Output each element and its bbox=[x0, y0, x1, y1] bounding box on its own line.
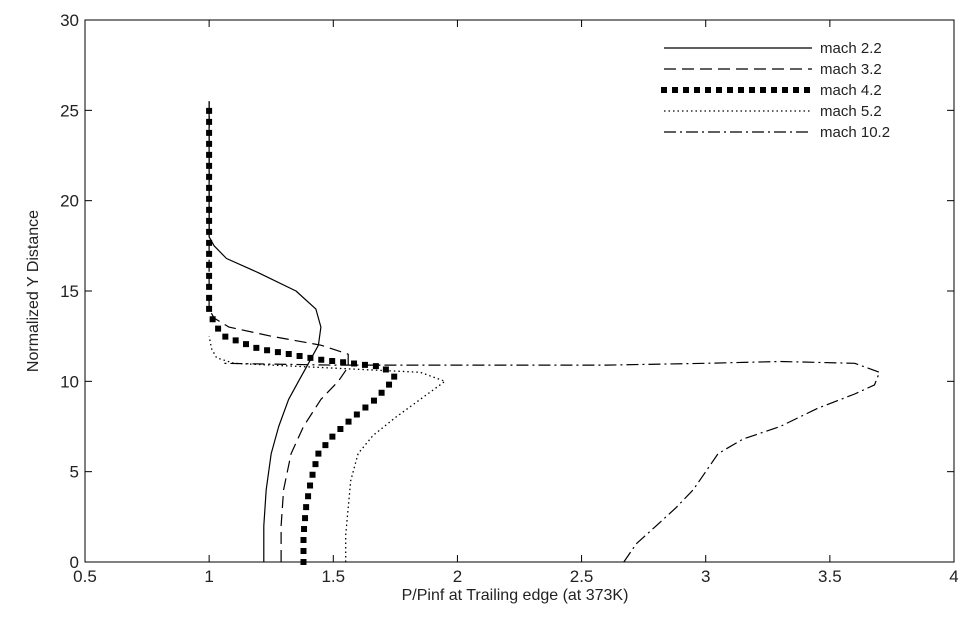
y-axis-tick-labels: 0 5 10 15 20 25 30 bbox=[60, 11, 79, 572]
x-tick-label: 1.5 bbox=[321, 567, 345, 586]
legend-label-mach-4-2: mach 4.2 bbox=[820, 82, 882, 99]
y-tick-label: 30 bbox=[60, 11, 79, 30]
y-tick-label: 20 bbox=[60, 192, 79, 211]
y-tick-label: 0 bbox=[70, 553, 79, 572]
legend-label-mach-3-2: mach 3.2 bbox=[820, 61, 882, 78]
legend-box bbox=[660, 38, 946, 150]
x-tick-label: 0.5 bbox=[73, 567, 97, 586]
y-tick-label: 15 bbox=[60, 282, 79, 301]
y-axis-label: Normalized Y Distance bbox=[25, 210, 42, 372]
y-tick-label: 10 bbox=[60, 372, 79, 391]
x-tick-label: 4 bbox=[949, 567, 958, 586]
series-mach-10-2 bbox=[221, 360, 881, 563]
x-axis-label: P/Pinf at Trailing edge (at 373K) bbox=[402, 587, 629, 604]
x-tick-label: 2 bbox=[453, 567, 462, 586]
axis-ticks bbox=[84, 19, 955, 563]
legend: mach 2.2 mach 3.2 mach 4.2 mach 5.2 mach 10.… bbox=[660, 38, 946, 150]
x-tick-label: 3 bbox=[701, 567, 710, 586]
series-mach-5-2 bbox=[208, 336, 446, 562]
series-mach-3-2 bbox=[208, 101, 349, 562]
y-tick-label: 5 bbox=[70, 463, 79, 482]
series-mach-4-2 bbox=[206, 98, 399, 565]
x-axis-tick-labels: 0.5 1 1.5 2 2.5 3 3.5 4 bbox=[73, 567, 958, 586]
legend-label-mach-10-2: mach 10.2 bbox=[820, 124, 890, 141]
series-lines bbox=[206, 98, 881, 565]
legend-label-mach-2-2: mach 2.2 bbox=[820, 40, 882, 57]
x-tick-label: 2.5 bbox=[570, 567, 594, 586]
y-tick-label: 25 bbox=[60, 101, 79, 120]
x-tick-label: 3.5 bbox=[818, 567, 842, 586]
x-tick-label: 1 bbox=[204, 567, 213, 586]
legend-label-mach-5-2: mach 5.2 bbox=[820, 103, 882, 120]
